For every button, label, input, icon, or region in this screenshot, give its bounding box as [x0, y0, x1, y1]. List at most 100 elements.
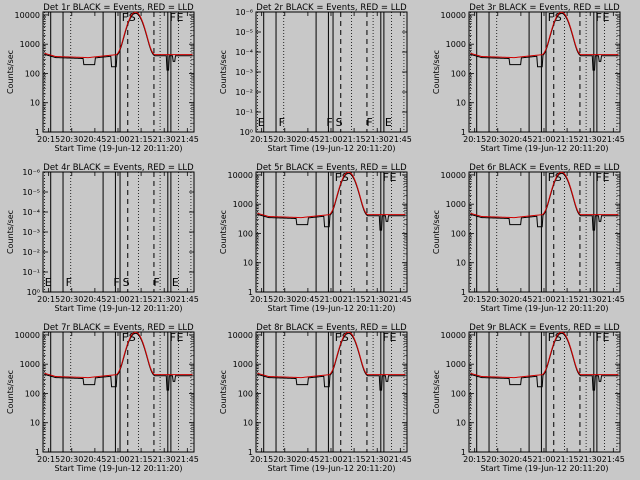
x-axis-label: Start Time (19-Jun-12 20:11:20)	[55, 304, 183, 313]
x-tick-label: 21:15	[130, 135, 153, 144]
flag-label: F	[279, 116, 285, 129]
plot-frame	[468, 331, 621, 453]
x-tick-label: 20:45	[83, 135, 106, 144]
y-tick-label: 1	[461, 288, 466, 297]
flag-label: F	[170, 11, 176, 24]
events-series-line	[44, 332, 193, 391]
x-tick-label: 21:00	[532, 455, 555, 464]
x-tick-label: 20:15	[37, 295, 60, 304]
flag-label: F	[170, 331, 176, 344]
y-tick-label: 1	[461, 448, 466, 457]
y-axis-label: Counts/sec	[432, 370, 441, 414]
x-tick-label: 20:15	[250, 295, 273, 304]
panel-title: Det 7r BLACK = Events, RED = LLD	[43, 323, 194, 333]
y-tick-label: 10⁻⁴	[235, 48, 253, 57]
events-series-line	[470, 12, 619, 71]
panel-title: Det 3r BLACK = Events, RED = LLD	[469, 3, 620, 13]
x-axis-label: Start Time (19-Jun-12 20:11:20)	[268, 464, 396, 473]
y-tick-label: 10⁻²	[235, 88, 253, 97]
lld-series-line	[44, 331, 193, 379]
flag-label: F	[596, 171, 602, 184]
y-axis-label: Counts/sec	[219, 370, 228, 414]
y-tick-label: 10000	[228, 171, 253, 180]
flag-label: E	[45, 276, 52, 289]
flag-label: E	[603, 171, 610, 184]
y-tick-label: 1	[35, 128, 40, 137]
y-tick-label: 1000	[20, 40, 40, 49]
flag-label: F	[596, 331, 602, 344]
flag-label: E	[258, 116, 265, 129]
x-tick-label: 21:15	[556, 295, 579, 304]
lld-series-line	[257, 331, 406, 379]
y-tick-label: 1	[248, 288, 253, 297]
flag-label: F	[122, 11, 128, 24]
y-tick-label: 10⁻³	[235, 68, 253, 77]
lld-series-line	[470, 331, 619, 379]
x-tick-label: 21:00	[319, 295, 342, 304]
flag-label: S	[555, 331, 562, 344]
x-tick-label: 21:30	[579, 295, 602, 304]
lld-series-line	[470, 171, 619, 219]
lld-series-line	[257, 171, 406, 219]
x-tick-label: 20:45	[509, 455, 532, 464]
y-tick-label: 10000	[441, 331, 466, 340]
x-tick-label: 20:15	[37, 135, 60, 144]
x-tick-label: 21:30	[153, 295, 176, 304]
x-tick-label: 21:30	[579, 135, 602, 144]
flag-label: F	[596, 11, 602, 24]
y-tick-label: 1000	[446, 40, 466, 49]
flag-label: F	[122, 331, 128, 344]
x-tick-label: 20:30	[486, 135, 509, 144]
x-tick-label: 21:15	[130, 295, 153, 304]
flag-label: S	[129, 11, 136, 24]
y-tick-label: 10	[30, 419, 40, 428]
x-axis-label: Start Time (19-Jun-12 20:11:20)	[268, 144, 396, 153]
x-axis-label: Start Time (19-Jun-12 20:11:20)	[268, 304, 396, 313]
flag-label: S	[342, 171, 349, 184]
lld-series-line	[44, 11, 193, 59]
y-axis-label: Counts/sec	[219, 50, 228, 94]
x-tick-label: 21:00	[319, 135, 342, 144]
y-axis-label: Counts/sec	[6, 370, 15, 414]
y-tick-label: 10	[30, 99, 40, 108]
x-tick-label: 21:15	[130, 455, 153, 464]
y-tick-label: 10	[456, 99, 466, 108]
y-tick-label: 10	[243, 419, 253, 428]
y-tick-label: 10⁻⁶	[235, 8, 253, 17]
plot-frame	[255, 171, 408, 293]
x-tick-label: 21:15	[556, 135, 579, 144]
y-tick-label: 100	[451, 389, 466, 398]
y-tick-label: 100	[451, 229, 466, 238]
y-tick-label: 10⁻¹	[22, 268, 40, 277]
flag-label: F	[548, 171, 554, 184]
x-tick-label: 21:00	[106, 135, 129, 144]
x-tick-label: 20:15	[463, 135, 486, 144]
y-axis-label: Counts/sec	[6, 210, 15, 254]
x-axis-label: Start Time (19-Jun-12 20:11:20)	[481, 304, 609, 313]
flag-label: S	[555, 11, 562, 24]
flag-label: E	[603, 11, 610, 24]
x-axis-label: Start Time (19-Jun-12 20:11:20)	[481, 144, 609, 153]
x-tick-label: 21:15	[556, 455, 579, 464]
x-axis-label: Start Time (19-Jun-12 20:11:20)	[55, 464, 183, 473]
x-tick-label: 20:30	[60, 295, 83, 304]
x-tick-label: 20:45	[83, 455, 106, 464]
x-tick-label: 20:45	[296, 135, 319, 144]
x-tick-label: 21:30	[153, 135, 176, 144]
x-tick-label: 21:45	[176, 135, 199, 144]
plot-frame	[42, 331, 195, 453]
y-tick-label: 10⁻¹	[235, 108, 253, 117]
flag-label: E	[177, 11, 184, 24]
flag-label: F	[366, 116, 372, 129]
flag-label: S	[336, 116, 343, 129]
panel-title: Det 5r BLACK = Events, RED = LLD	[256, 163, 407, 173]
y-tick-label: 100	[451, 69, 466, 78]
events-series-line	[470, 332, 619, 391]
flag-label: F	[383, 331, 389, 344]
x-tick-label: 21:45	[389, 135, 412, 144]
y-tick-label: 1000	[233, 200, 253, 209]
x-axis-label: Start Time (19-Jun-12 20:11:20)	[55, 144, 183, 153]
y-tick-label: 10⁻⁴	[22, 208, 40, 217]
y-tick-label: 10000	[15, 331, 40, 340]
